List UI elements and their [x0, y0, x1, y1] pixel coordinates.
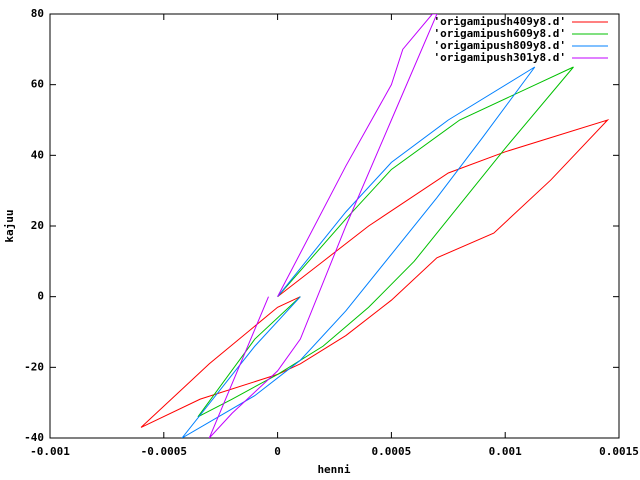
y-tick-label: -20: [24, 360, 44, 373]
legend-label: 'origamipush609y8.d': [434, 27, 566, 40]
legend-label: 'origamipush409y8.d': [434, 15, 566, 28]
x-tick-label: -0.001: [30, 445, 70, 458]
y-axis-label: kajuu: [3, 209, 16, 242]
y-tick-label: -40: [24, 431, 44, 444]
x-tick-label: 0.0015: [599, 445, 639, 458]
y-tick-label: 60: [31, 78, 44, 91]
series-line: [140, 118, 610, 428]
plot-area: [140, 14, 610, 438]
x-tick-label: 0.0005: [372, 445, 412, 458]
y-tick-label: 80: [31, 7, 44, 20]
legend-label: 'origamipush301y8.d': [434, 51, 566, 64]
y-tick-label: 20: [31, 219, 44, 232]
x-tick-label: 0.001: [489, 445, 522, 458]
y-tick-label: 40: [31, 148, 44, 161]
x-axis-label: henni: [317, 463, 350, 476]
series-line: [208, 14, 438, 438]
series-line: [181, 66, 536, 438]
y-tick-label: 0: [37, 290, 44, 303]
legend-label: 'origamipush809y8.d': [434, 39, 566, 52]
series-line: [197, 66, 574, 418]
x-tick-label: -0.0005: [141, 445, 187, 458]
x-tick-label: 0: [274, 445, 281, 458]
